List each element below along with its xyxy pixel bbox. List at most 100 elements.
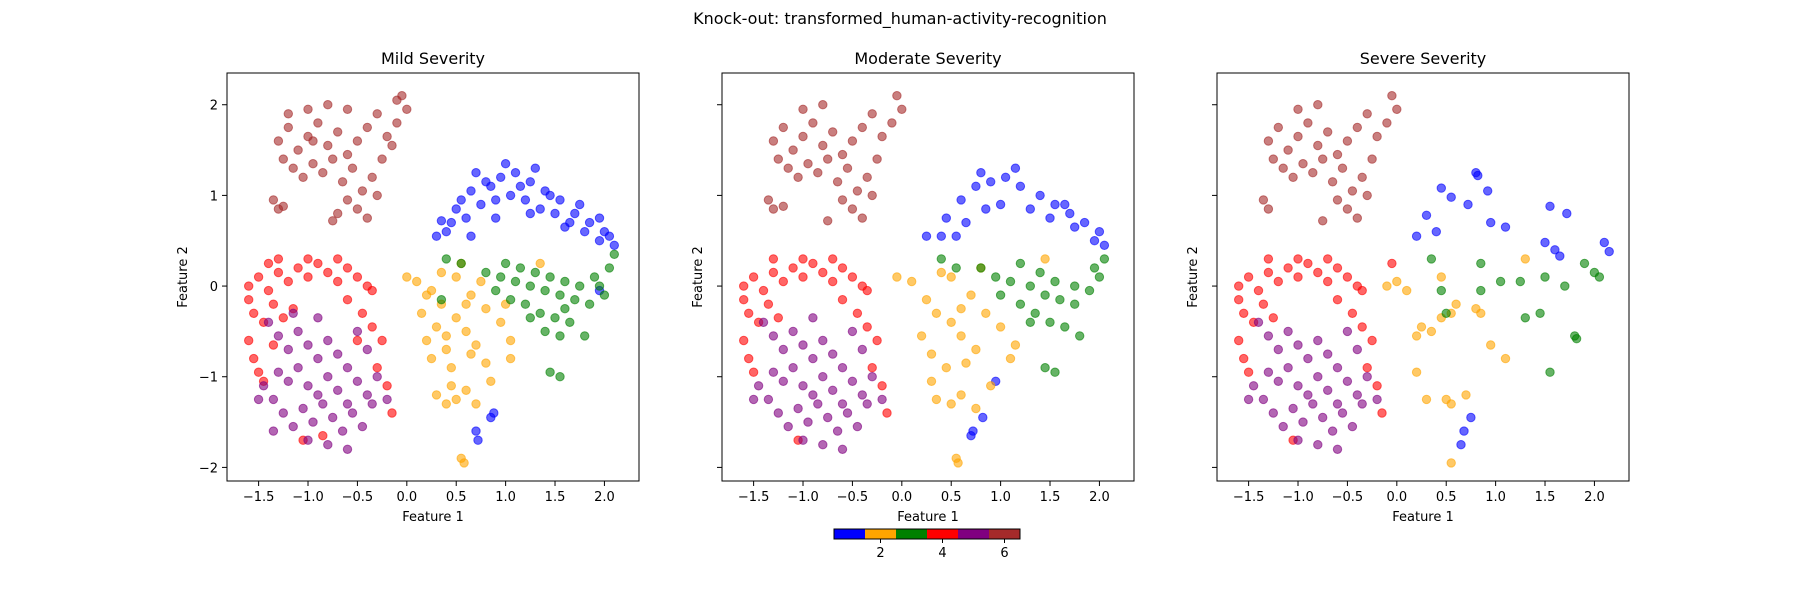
scatter-point bbox=[328, 154, 338, 164]
scatter-point bbox=[436, 267, 447, 278]
scatter-point bbox=[1342, 204, 1353, 214]
scatter-point bbox=[1050, 199, 1060, 210]
scatter-point bbox=[1089, 236, 1100, 246]
scatter-point bbox=[283, 344, 293, 355]
scatter-point bbox=[323, 335, 333, 346]
scatter-point bbox=[367, 322, 377, 332]
scatter-point bbox=[451, 272, 461, 282]
x-tick-label: 0.0 bbox=[891, 490, 912, 505]
y-axis-label: Feature 2 bbox=[1186, 246, 1201, 308]
x-tick-label: 2.0 bbox=[1584, 490, 1605, 505]
x-tick-label: 0.0 bbox=[1386, 490, 1407, 505]
scatter-point bbox=[1278, 421, 1288, 432]
scatter-point bbox=[377, 154, 387, 164]
scatter-point bbox=[828, 276, 838, 287]
scatter-points bbox=[739, 91, 1110, 468]
x-tick-label: −0.5 bbox=[837, 490, 869, 505]
scatter-point bbox=[1025, 317, 1036, 327]
scatter-point bbox=[1293, 272, 1303, 282]
scatter-point bbox=[991, 272, 1001, 282]
scatter-point bbox=[798, 272, 808, 282]
scatter-point bbox=[798, 254, 808, 264]
scatter-point bbox=[951, 263, 961, 273]
scatter-point bbox=[1065, 208, 1075, 219]
scatter-point bbox=[525, 208, 535, 219]
x-tick-label: 2.0 bbox=[594, 490, 615, 505]
scatter-point bbox=[1070, 299, 1080, 309]
scatter-point bbox=[778, 276, 788, 287]
scatter-point bbox=[1015, 258, 1026, 269]
scatter-point bbox=[372, 109, 382, 119]
scatter-point bbox=[604, 231, 615, 241]
scatter-point bbox=[1079, 217, 1090, 228]
scatter-point bbox=[953, 458, 963, 468]
scatter-point bbox=[936, 267, 946, 278]
scatter-point bbox=[986, 177, 996, 187]
scatter-point bbox=[1303, 118, 1313, 128]
scatter-point bbox=[1332, 295, 1343, 305]
scatter-point bbox=[1476, 308, 1486, 318]
x-tick-label: 1.5 bbox=[545, 490, 566, 505]
scatter-point bbox=[535, 204, 545, 214]
scatter-point bbox=[832, 426, 843, 436]
scatter-point bbox=[342, 363, 353, 373]
scatter-point bbox=[976, 168, 986, 178]
scatter-point bbox=[931, 394, 942, 405]
scatter-point bbox=[1362, 190, 1372, 201]
scatter-point bbox=[594, 236, 605, 246]
scatter-point bbox=[941, 213, 951, 223]
scatter-point bbox=[892, 91, 902, 101]
colorbar: 2 4 6 bbox=[833, 528, 1021, 561]
scatter-point bbox=[941, 363, 951, 373]
scatter-point bbox=[995, 199, 1006, 210]
scatter-point bbox=[818, 335, 828, 346]
scatter-point bbox=[1268, 313, 1279, 323]
scatter-point bbox=[589, 272, 600, 282]
scatter-point bbox=[739, 281, 749, 291]
scatter-point bbox=[253, 272, 264, 282]
colorbar-segment bbox=[927, 529, 959, 539]
x-tick-label: −1.5 bbox=[1233, 490, 1265, 505]
scatter-point bbox=[298, 172, 308, 183]
scatter-point bbox=[832, 177, 843, 187]
scatter-point bbox=[1298, 417, 1308, 427]
scatter-point bbox=[263, 258, 274, 269]
colorbar-segment bbox=[865, 529, 897, 539]
scatter-point bbox=[540, 285, 550, 296]
scatter-point bbox=[372, 363, 382, 373]
scatter-point bbox=[976, 263, 986, 273]
scatter-point bbox=[609, 240, 619, 251]
scatter-point bbox=[847, 376, 858, 386]
scatter-point bbox=[323, 140, 333, 151]
scatter-point bbox=[1520, 254, 1531, 264]
scatter-point bbox=[1332, 149, 1343, 160]
scatter-point bbox=[768, 204, 779, 214]
x-axis-label: Feature 1 bbox=[897, 510, 959, 525]
scatter-point bbox=[981, 308, 991, 318]
scatter-point bbox=[1010, 340, 1021, 350]
scatter-point bbox=[268, 340, 279, 350]
scatter-point bbox=[1258, 394, 1269, 405]
scatter-point bbox=[580, 227, 590, 237]
scatter-point bbox=[570, 295, 580, 305]
scatter-point bbox=[1040, 290, 1050, 300]
scatter-point bbox=[258, 381, 269, 391]
scatter-point bbox=[352, 326, 363, 337]
scatter-point bbox=[1337, 408, 1348, 418]
scatter-point bbox=[357, 421, 368, 432]
scatter-point bbox=[283, 109, 293, 119]
scatter-point bbox=[813, 399, 823, 409]
scatter-point bbox=[1357, 172, 1367, 183]
scatter-point bbox=[362, 122, 372, 133]
scatter-point bbox=[505, 335, 516, 346]
scatter-point bbox=[446, 217, 456, 228]
scatter-point bbox=[431, 390, 442, 400]
scatter-point bbox=[1323, 254, 1333, 264]
scatter-point bbox=[744, 308, 754, 318]
scatter-point bbox=[1535, 308, 1545, 318]
scatter-point bbox=[456, 258, 466, 269]
x-tick-label: −0.5 bbox=[342, 490, 374, 505]
colorbar-segment bbox=[958, 529, 990, 539]
scatter-point bbox=[961, 217, 971, 228]
scatter-point bbox=[1273, 276, 1284, 287]
